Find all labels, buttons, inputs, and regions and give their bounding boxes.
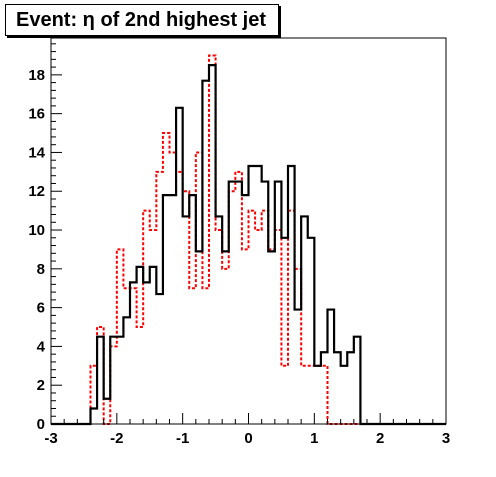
x-tick-label: -3	[44, 430, 57, 447]
x-tick-label: 2	[376, 430, 384, 447]
y-tick-label: 6	[37, 300, 45, 317]
x-tick-label: 0	[244, 430, 252, 447]
x-tick-label: 1	[310, 430, 318, 447]
y-tick-label: 0	[37, 416, 45, 433]
x-tick-label: -2	[110, 430, 123, 447]
y-tick-label: 4	[37, 338, 46, 355]
x-tick-label: 3	[442, 430, 450, 447]
y-tick-label: 16	[28, 106, 45, 123]
series-layer	[51, 54, 446, 426]
chart-title: Event: η of 2nd highest jet	[5, 4, 280, 36]
y-tick-label: 10	[28, 222, 45, 239]
series-black-solid	[51, 64, 446, 426]
y-tick-label: 2	[37, 377, 45, 394]
x-tick-label: -1	[176, 430, 189, 447]
y-tick-label: 8	[37, 261, 45, 278]
y-tick-label: 14	[28, 144, 45, 161]
y-tick-label: 12	[28, 183, 45, 200]
y-tick-label: 18	[28, 67, 45, 84]
series-red-dashed	[51, 54, 446, 425]
